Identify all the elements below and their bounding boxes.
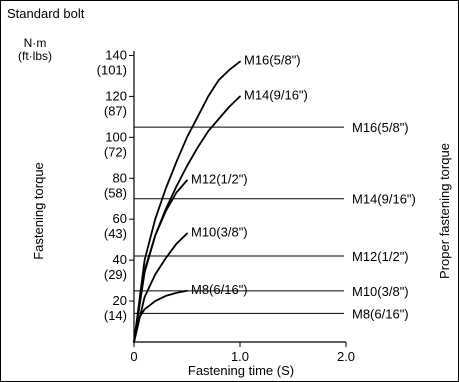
y-axis-title: Fastening torque [31, 162, 46, 260]
torque-curve [133, 179, 188, 343]
y-tick-label: 120 [105, 88, 127, 103]
y-unit-label: N·m [24, 36, 47, 50]
y-tick-label: 60 [113, 211, 127, 226]
torque-curve-label: M16(5/8") [244, 53, 301, 68]
y-unit-alt-label: (ft·lbs) [18, 49, 52, 63]
proper-torque-label: M16(5/8") [352, 120, 409, 135]
proper-torque-label: M8(6/16") [352, 306, 409, 321]
proper-torque-label: M10(3/8") [352, 284, 409, 299]
y-tick-alt-label: (43) [104, 226, 127, 241]
x-tick-label: 0 [130, 349, 137, 364]
y-tick-alt-label: (87) [104, 103, 127, 118]
torque-curve-label: M14(9/16") [244, 87, 308, 102]
y-tick-label: 80 [113, 170, 127, 185]
proper-torque-label: M12(1/2") [352, 249, 409, 264]
torque-curve-label: M10(3/8") [191, 225, 248, 240]
y-tick-label: 20 [113, 293, 127, 308]
y-axis-title-right: Proper fastening torque [437, 143, 452, 279]
x-tick-label: 2.0 [337, 349, 355, 364]
y-tick-alt-label: (14) [104, 308, 127, 323]
y-tick-alt-label: (101) [97, 62, 127, 77]
y-tick-alt-label: (72) [104, 144, 127, 159]
y-tick-alt-label: (29) [104, 267, 127, 282]
x-axis-title: Fastening time (S) [188, 363, 294, 378]
torque-curve [133, 60, 241, 343]
proper-torque-label: M14(9/16") [352, 192, 416, 207]
torque-curve-label: M8(6/16") [191, 282, 248, 297]
torque-curve [133, 289, 188, 343]
torque-curve [133, 232, 188, 343]
y-tick-label: 100 [105, 129, 127, 144]
y-tick-alt-label: (58) [104, 185, 127, 200]
y-tick-label: 40 [113, 252, 127, 267]
torque-curve-label: M12(1/2") [191, 171, 248, 186]
x-tick-label: 1.0 [231, 349, 249, 364]
chart-title: Standard bolt [7, 6, 85, 21]
y-tick-label: 140 [105, 47, 127, 62]
